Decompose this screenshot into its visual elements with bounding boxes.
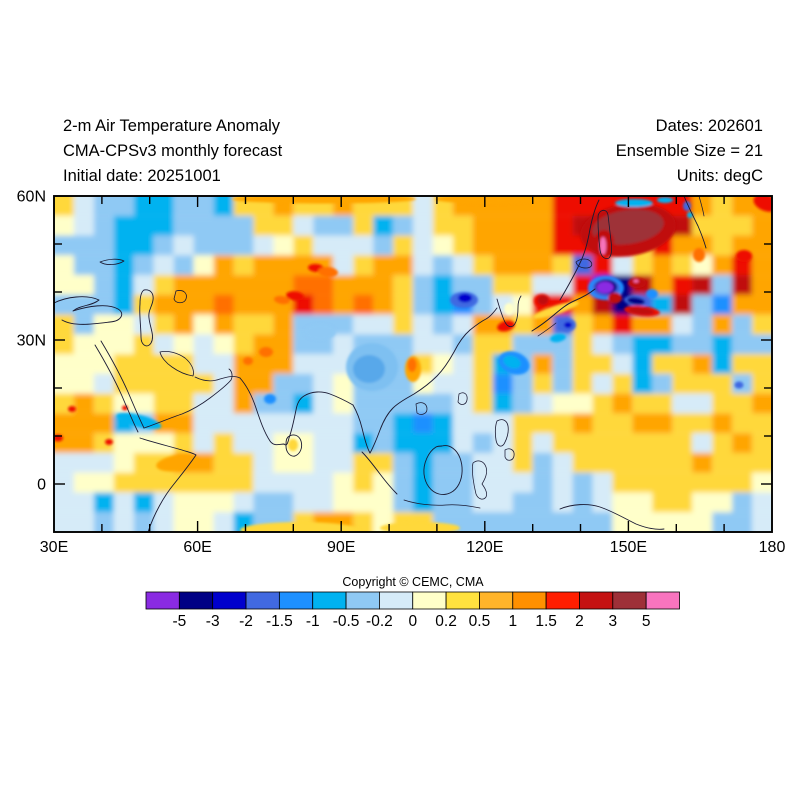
svg-text:-0.2: -0.2 bbox=[366, 613, 393, 630]
svg-text:-1: -1 bbox=[306, 613, 320, 630]
svg-text:-1.5: -1.5 bbox=[266, 613, 293, 630]
svg-text:30N: 30N bbox=[17, 333, 46, 350]
svg-text:0.2: 0.2 bbox=[435, 613, 457, 630]
svg-text:Copyright © CEMC, CMA: Copyright © CEMC, CMA bbox=[342, 575, 484, 589]
svg-text:CMA-CPSv3 monthly forecast: CMA-CPSv3 monthly forecast bbox=[63, 142, 283, 160]
svg-text:2: 2 bbox=[575, 613, 584, 630]
svg-text:Dates: 202601: Dates: 202601 bbox=[656, 117, 763, 135]
svg-text:60N: 60N bbox=[17, 189, 46, 206]
svg-text:0: 0 bbox=[37, 477, 46, 494]
svg-text:180: 180 bbox=[759, 539, 786, 556]
svg-text:30E: 30E bbox=[40, 539, 68, 556]
svg-text:60E: 60E bbox=[183, 539, 211, 556]
svg-text:-3: -3 bbox=[206, 613, 220, 630]
svg-text:-0.5: -0.5 bbox=[333, 613, 360, 630]
svg-text:0.5: 0.5 bbox=[469, 613, 491, 630]
svg-text:1.5: 1.5 bbox=[535, 613, 557, 630]
svg-text:120E: 120E bbox=[466, 539, 503, 556]
svg-text:5: 5 bbox=[642, 613, 651, 630]
svg-text:150E: 150E bbox=[610, 539, 647, 556]
svg-text:90E: 90E bbox=[327, 539, 355, 556]
svg-text:3: 3 bbox=[608, 613, 617, 630]
svg-text:1: 1 bbox=[508, 613, 517, 630]
svg-text:0: 0 bbox=[408, 613, 417, 630]
svg-text:-2: -2 bbox=[239, 613, 253, 630]
svg-text:Ensemble Size = 21: Ensemble Size = 21 bbox=[616, 142, 763, 160]
svg-text:2-m Air Temperature Anomaly: 2-m Air Temperature Anomaly bbox=[63, 117, 281, 135]
svg-text:Units: degC: Units: degC bbox=[677, 167, 763, 185]
svg-text:Initial date: 20251001: Initial date: 20251001 bbox=[63, 167, 221, 185]
svg-text:-5: -5 bbox=[172, 613, 186, 630]
